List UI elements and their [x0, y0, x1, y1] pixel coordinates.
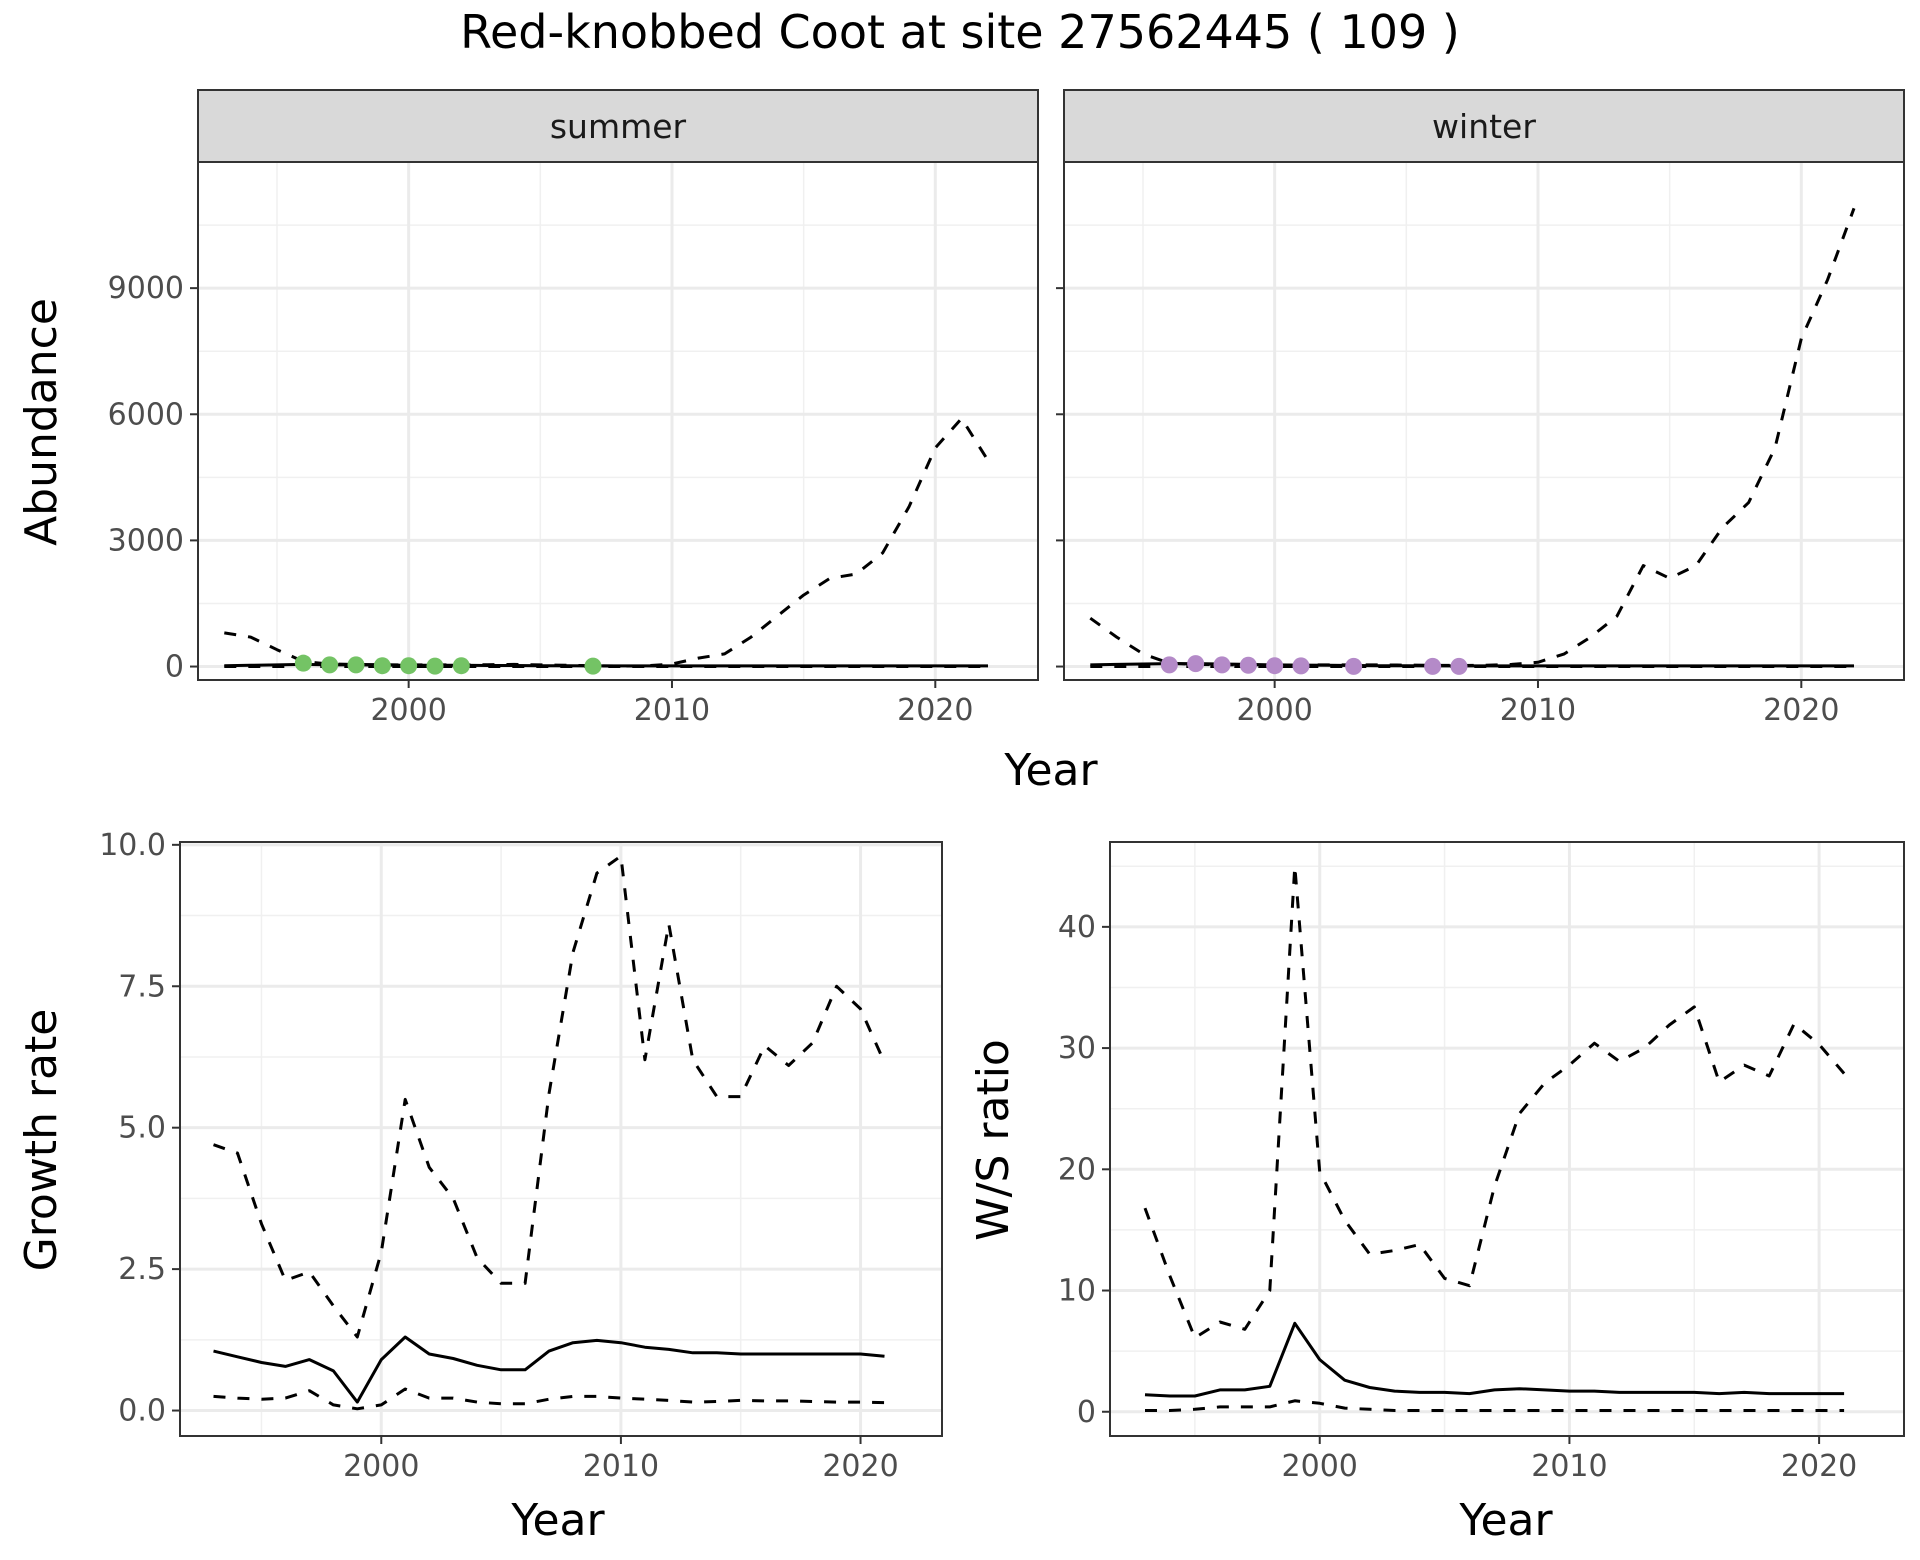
- winter-data-point: [1424, 657, 1442, 675]
- growth-y-tick-label: 5.0: [118, 1111, 166, 1146]
- summer-panel-border: [197, 161, 1039, 681]
- summer-x-tick-label: 2020: [897, 693, 973, 728]
- summer-plot-area: [198, 162, 1038, 680]
- winter-data-point: [1213, 656, 1231, 674]
- ratio-y-tick-label: 10: [1058, 1274, 1096, 1309]
- winter-x-tick-label: 2000: [1236, 693, 1312, 728]
- ratio-y-tick-label: 0: [1077, 1395, 1096, 1430]
- winter-series-line-1: [1089, 207, 1856, 667]
- summer-y-tick-label: 6000: [108, 397, 184, 432]
- growth-series-line-1: [213, 854, 886, 1339]
- abundance-y-axis-title: Abundance: [16, 298, 67, 546]
- winter-strip-label: winter: [1432, 107, 1536, 146]
- summer-data-point: [400, 657, 418, 675]
- growth-y-tick-label: 10.0: [99, 828, 166, 863]
- summer-x-tick-label: 2010: [634, 693, 710, 728]
- ratio-series-line-0: [1144, 1321, 1845, 1398]
- summer-data-point: [584, 657, 602, 675]
- ratio-x-axis-title: Year: [1458, 1495, 1553, 1546]
- growth-y-tick-label: 0.0: [118, 1394, 166, 1429]
- growth-rate-panel: 2000 2010 2020 0.0 2.5 5.0 7.5 10.0: [99, 828, 943, 1484]
- summer-data-point: [373, 657, 391, 675]
- growth-plot-area: [180, 842, 942, 1436]
- growth-x-axis-title: Year: [510, 1495, 605, 1546]
- winter-strip: [1063, 89, 1905, 163]
- winter-x-tick-label: 2020: [1763, 693, 1839, 728]
- summer-data-point: [426, 657, 444, 675]
- summer-x-tick-label: 2000: [370, 693, 446, 728]
- winter-panel-border: [1063, 161, 1905, 681]
- ratio-series-line-1: [1143, 864, 1846, 1340]
- growth-x-tick-label: 2010: [583, 1449, 659, 1484]
- winter-data-point: [1160, 656, 1178, 674]
- ratio-y-tick-label: 30: [1058, 1031, 1096, 1066]
- growth-y-tick-label: 7.5: [118, 969, 166, 1004]
- summer-data-point: [347, 656, 365, 674]
- summer-data-point: [452, 657, 470, 675]
- summer-data-point: [294, 654, 312, 672]
- winter-x-tick-label: 2010: [1500, 693, 1576, 728]
- summer-abundance-panel: summer 2000 2010 2020 0 3000 6000 9000: [108, 89, 1039, 728]
- winter-data-point: [1266, 657, 1284, 675]
- summer-strip: [197, 89, 1039, 163]
- growth-panel-border: [179, 841, 943, 1437]
- growth-x-tick-label: 2000: [343, 1449, 419, 1484]
- winter-data-point: [1239, 656, 1257, 674]
- winter-data-point: [1187, 655, 1205, 673]
- winter-plot-area: [1064, 162, 1904, 680]
- ratio-plot-area: [1110, 842, 1904, 1436]
- ratio-panel-border: [1109, 841, 1905, 1437]
- ratio-x-tick-label: 2010: [1531, 1449, 1607, 1484]
- growth-series-line-0: [213, 1335, 885, 1404]
- ratio-y-tick-label: 40: [1058, 910, 1096, 945]
- winter-data-point: [1345, 657, 1363, 675]
- abundance-x-axis-title: Year: [1003, 745, 1098, 796]
- summer-data-point: [321, 656, 339, 674]
- winter-data-point: [1450, 657, 1468, 675]
- growth-y-axis-title: Growth rate: [16, 1009, 67, 1272]
- ws-ratio-panel: 2000 2010 2020 0 10 20 30 40: [1058, 841, 1905, 1484]
- chart-title: Red-knobbed Coot at site 27562445 ( 109 …: [460, 5, 1460, 59]
- summer-strip-label: summer: [550, 107, 687, 146]
- growth-x-tick-label: 2020: [822, 1449, 898, 1484]
- summer-series-line-1: [224, 417, 990, 668]
- winter-abundance-panel: winter 2000 2010 2020: [1056, 89, 1905, 728]
- ratio-series-line-2: [1145, 1399, 1845, 1412]
- growth-y-tick-label: 2.5: [118, 1252, 166, 1287]
- ratio-y-axis-title: W/S ratio: [968, 1039, 1019, 1241]
- ratio-x-tick-label: 2000: [1282, 1449, 1358, 1484]
- summer-y-tick-label: 0: [165, 650, 184, 685]
- winter-data-point: [1292, 657, 1310, 675]
- ratio-y-tick-label: 20: [1058, 1152, 1096, 1187]
- summer-y-tick-label: 3000: [108, 523, 184, 558]
- summer-y-tick-label: 9000: [108, 271, 184, 306]
- ratio-x-tick-label: 2020: [1781, 1449, 1857, 1484]
